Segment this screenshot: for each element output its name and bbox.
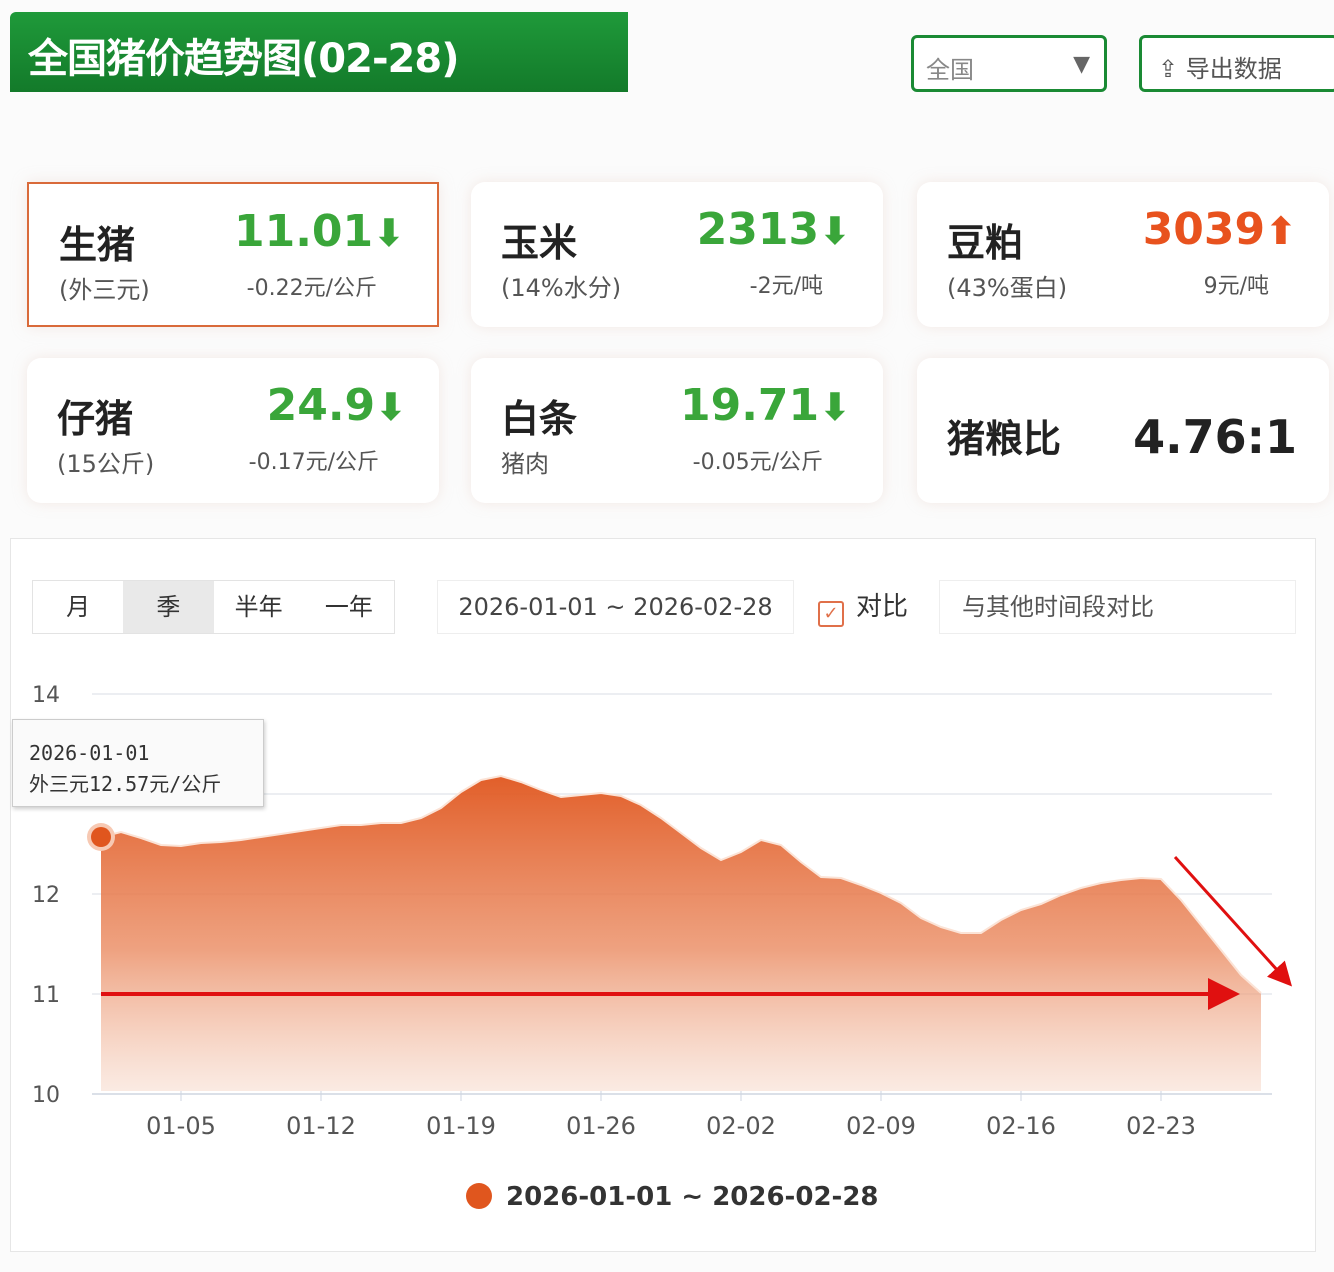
arrow-down-icon: ⬇ [375, 385, 407, 429]
export-label: 导出数据 [1185, 55, 1282, 83]
tooltip-date: 2026-01-01 [29, 741, 150, 765]
card-sub: (15公斤) [57, 450, 155, 478]
card-sub: 猪肉 [501, 450, 549, 478]
legend-item[interactable]: 2026-01-01 ~ 2026-02-28 [466, 1182, 879, 1212]
compare-label: 对比 [856, 592, 909, 622]
arrow-down-icon: ⬇ [819, 209, 851, 253]
tab-year[interactable]: 一年 [324, 593, 373, 621]
date-range-input[interactable]: 2026-01-01 ~ 2026-02-28 [437, 580, 794, 634]
card-change: -0.22元/公斤 [246, 276, 377, 301]
card-value-text: 11.01 [233, 206, 374, 257]
card-name: 仔猪 [57, 397, 134, 441]
tooltip: 2026-01-01 外三元12.57元/公斤 [12, 719, 264, 807]
upload-icon: ⇪ [1158, 55, 1179, 83]
tab-half-year[interactable]: 半年 [234, 593, 283, 621]
arrow-down-icon: ⬇ [373, 211, 405, 255]
price-card[interactable]: 生猪 (外三元) 11.01⬇ -0.22元/公斤 [27, 182, 439, 327]
legend-label: 2026-01-01 ~ 2026-02-28 [506, 1182, 879, 1212]
arrow-up-icon: ⬆ [1265, 209, 1297, 253]
card-value: 11.01⬇ [234, 206, 405, 257]
card-value-text: 4.76:1 [1133, 410, 1297, 464]
series-line [100, 774, 1262, 994]
annotation-arrow-down [1173, 855, 1293, 987]
card-sub: (43%蛋白) [947, 274, 1068, 302]
page-title: 全国猪价趋势图(02-28) [10, 12, 628, 92]
legend-dot [466, 1183, 492, 1209]
price-card[interactable]: 白条 猪肉 19.71⬇ -0.05元/公斤 [471, 358, 883, 503]
card-sub: (14%水分) [501, 274, 622, 302]
export-button[interactable]: ⇪ 导出数据 [1139, 35, 1334, 92]
card-value: 4.76:1 [1133, 410, 1297, 464]
x-tick-label: 02-23 [1126, 1112, 1196, 1140]
y-tick-label: 14 [32, 683, 60, 708]
card-name: 玉米 [501, 221, 578, 265]
card-value: 2313⬇ [697, 204, 851, 255]
highlight-point [91, 827, 111, 847]
x-tick-label: 01-05 [146, 1112, 216, 1140]
card-value: 24.9⬇ [267, 380, 407, 431]
x-tick-label: 01-12 [286, 1112, 356, 1140]
card-sub: (外三元) [59, 276, 150, 304]
x-tick-label: 01-26 [566, 1112, 636, 1140]
chevron-down-icon: ▼ [1073, 52, 1090, 77]
price-card[interactable]: 玉米 (14%水分) 2313⬇ -2元/吨 [471, 182, 883, 327]
x-tick-label: 02-09 [846, 1112, 916, 1140]
card-value: 3039⬆ [1143, 204, 1297, 255]
card-name: 猪粮比 [947, 417, 1062, 461]
x-tick-label: 02-02 [706, 1112, 776, 1140]
card-change: -2元/吨 [749, 274, 823, 299]
arrow-down-icon: ⬇ [819, 385, 851, 429]
series-area [101, 776, 1261, 1091]
card-name: 生猪 [59, 223, 136, 267]
card-name: 豆粕 [947, 221, 1024, 265]
card-value-text: 19.71 [679, 380, 820, 431]
x-tick-label: 02-16 [986, 1112, 1056, 1140]
y-tick-label: 10 [32, 1083, 60, 1108]
tab-month[interactable]: 月 [66, 593, 91, 621]
card-change: 9元/吨 [1203, 274, 1269, 299]
compare-range-input[interactable]: 与其他时间段对比 [939, 580, 1296, 634]
compare-checkbox[interactable]: ✓ 对比 [818, 580, 908, 634]
price-card[interactable]: 猪粮比 4.76:1 [917, 358, 1329, 503]
y-tick-label: 11 [32, 983, 60, 1008]
card-change: -0.17元/公斤 [248, 450, 379, 475]
region-select-value: 全国 [926, 56, 974, 84]
y-tick-label: 12 [32, 883, 60, 908]
price-card[interactable]: 豆粕 (43%蛋白) 3039⬆ 9元/吨 [917, 182, 1329, 327]
checkmark-icon: ✓ [818, 601, 844, 627]
tooltip-value: 外三元12.57元/公斤 [29, 772, 222, 796]
card-change: -0.05元/公斤 [692, 450, 823, 475]
period-tabs: 月 季 半年 一年 [32, 580, 395, 634]
x-tick-label: 01-19 [426, 1112, 496, 1140]
card-value-text: 2313 [696, 204, 820, 255]
tab-quarter[interactable]: 季 [123, 581, 214, 633]
card-value-text: 24.9 [266, 380, 376, 431]
card-value: 19.71⬇ [680, 380, 851, 431]
card-value-text: 3039 [1142, 204, 1266, 255]
card-name: 白条 [501, 397, 578, 441]
price-card[interactable]: 仔猪 (15公斤) 24.9⬇ -0.17元/公斤 [27, 358, 439, 503]
region-select[interactable]: 全国 ▼ [911, 35, 1107, 92]
